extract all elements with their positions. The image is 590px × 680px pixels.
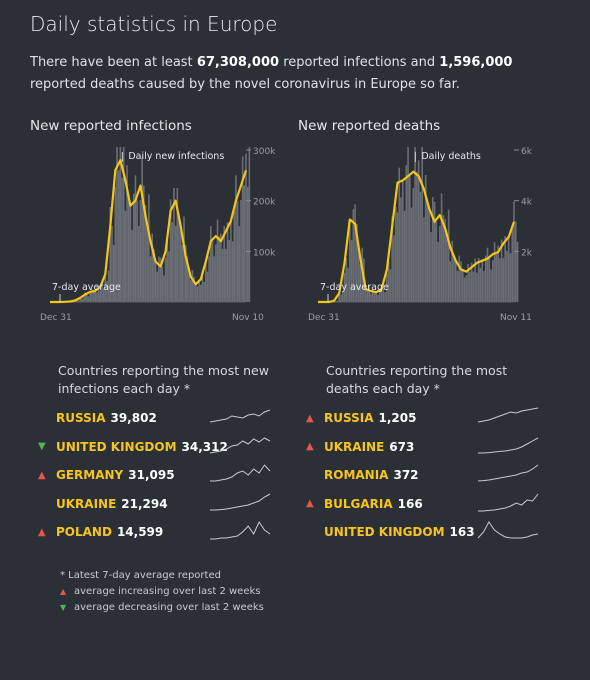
average-label: 7-day average	[52, 282, 121, 293]
country-value: 163	[449, 525, 475, 539]
footnote-line: ▲ average increasing over last 2 weeks	[60, 584, 264, 600]
y-tick-label: 300k	[253, 147, 276, 157]
sparkline	[477, 521, 539, 539]
country-name: UNITED KINGDOM	[56, 439, 177, 454]
infections-list-title: Countries reporting the most new infecti…	[58, 363, 269, 396]
sparkline-path	[210, 520, 271, 540]
country-row: ▲ UKRAINE 673	[306, 437, 414, 457]
decreasing-triangle-icon: ▼	[60, 603, 67, 612]
trend-up-icon: ▲	[38, 469, 46, 481]
country-row: ▲ POLAND 14,599	[38, 522, 163, 542]
country-row: ▲ GERMANY 31,095	[38, 465, 175, 485]
country-row: ▲ BULGARIA 166	[306, 494, 423, 514]
country-name: BULGARIA	[324, 496, 393, 511]
sparkline	[210, 520, 271, 540]
country-value: 1,205	[378, 411, 417, 425]
summary-part2: reported infections and	[283, 55, 436, 70]
average-line	[318, 170, 516, 304]
trend-up-icon: ▲	[38, 526, 46, 538]
footnote-text: average decreasing over last 2 weeks	[74, 602, 264, 613]
x-tick-label: Nov 11	[500, 313, 532, 323]
footnote-line: ▼ average decreasing over last 2 weeks	[60, 600, 264, 616]
summary-part3: reported deaths caused by the novel coro…	[30, 77, 460, 92]
country-value: 372	[393, 468, 419, 482]
sparkline-path	[477, 407, 539, 423]
trend-up-icon: ▲	[306, 412, 314, 424]
country-row: ▼ UNITED KINGDOM 34,312	[38, 437, 228, 457]
sparkline-path	[477, 521, 539, 539]
footnote-text: * Latest 7-day average reported	[60, 570, 221, 581]
country-name: UKRAINE	[324, 439, 385, 454]
series-label: Daily new infections	[128, 151, 224, 162]
trend-up-icon: ▲	[306, 498, 314, 509]
x-tick-label: Dec 31	[308, 313, 340, 323]
infections-chart: 100k 200k 300k Daily new infections 7-day av…	[40, 146, 276, 323]
country-row: ROMANIA 372	[306, 465, 419, 485]
country-name: UKRAINE	[56, 496, 117, 511]
country-name: RUSSIA	[324, 411, 374, 425]
sparkline-path	[478, 437, 539, 453]
average-label: 7-day average	[320, 282, 389, 293]
country-row: RUSSIA 39,802	[38, 408, 157, 428]
y-tick-label: 2k	[521, 248, 533, 258]
increasing-triangle-icon: ▲	[60, 587, 67, 596]
x-tick-label: Dec 31	[40, 313, 72, 323]
country-name: ROMANIA	[324, 468, 389, 482]
deaths-chart-title: New reported deaths	[298, 118, 441, 134]
sparkline	[477, 407, 539, 423]
deaths-chart: 2k 4k 6k Daily deaths 7-day average Dec 31 Nov…	[308, 146, 533, 323]
sparkline-path	[478, 493, 539, 511]
sparkline-path	[209, 436, 271, 453]
country-name: UNITED KINGDOM	[324, 525, 445, 539]
country-row: ▲ RUSSIA 1,205	[306, 408, 416, 428]
y-tick-label: 200k	[253, 198, 276, 208]
page-title: Daily statistics in Europe	[30, 12, 278, 36]
country-value: 14,599	[116, 525, 164, 539]
country-value: 673	[389, 439, 415, 454]
y-tick-label: 6k	[521, 147, 533, 157]
sparkline	[478, 493, 539, 511]
infections-chart-title: New reported infections	[30, 118, 192, 134]
sparkline	[210, 464, 271, 482]
sparkline-path	[209, 409, 271, 423]
y-tick-label: 100k	[253, 248, 276, 258]
sparkline-path	[210, 493, 271, 510]
country-name: RUSSIA	[56, 411, 106, 425]
footnote-text: average increasing over last 2 weeks	[74, 586, 261, 597]
total-deaths: 1,596,000	[439, 55, 513, 70]
country-value: 34,312	[181, 439, 228, 454]
trend-up-icon: ▲	[306, 441, 314, 452]
country-value: 166	[397, 496, 423, 511]
trend-down-icon: ▼	[38, 441, 46, 452]
sparkline-path	[477, 464, 539, 482]
country-value: 39,802	[110, 411, 157, 425]
sparkline	[209, 409, 271, 423]
sparkline	[210, 493, 271, 510]
country-row: UNITED KINGDOM 163	[306, 522, 475, 542]
country-value: 31,095	[128, 468, 175, 482]
average-line	[50, 159, 248, 304]
country-name: GERMANY	[56, 468, 124, 482]
deaths-list-title: Countries reporting the most deaths each…	[326, 363, 508, 396]
series-label: Daily deaths	[421, 151, 480, 162]
sparkline	[478, 437, 539, 453]
country-row: UKRAINE 21,294	[38, 494, 168, 514]
country-value: 21,294	[121, 496, 168, 511]
footnote: * Latest 7-day average reported ▲ average…	[60, 568, 264, 616]
x-tick-label: Nov 10	[232, 313, 264, 323]
country-name: POLAND	[56, 525, 112, 539]
sparkline	[477, 464, 539, 482]
sparkline-path	[210, 464, 271, 482]
y-tick-label: 4k	[521, 198, 533, 208]
sparkline	[209, 436, 271, 453]
footnote-line: * Latest 7-day average reported	[60, 568, 264, 584]
summary-text: There have been at least 67,308,000 repo…	[30, 52, 565, 96]
summary-part1: There have been at least	[30, 55, 193, 70]
total-infections: 67,308,000	[196, 55, 280, 70]
